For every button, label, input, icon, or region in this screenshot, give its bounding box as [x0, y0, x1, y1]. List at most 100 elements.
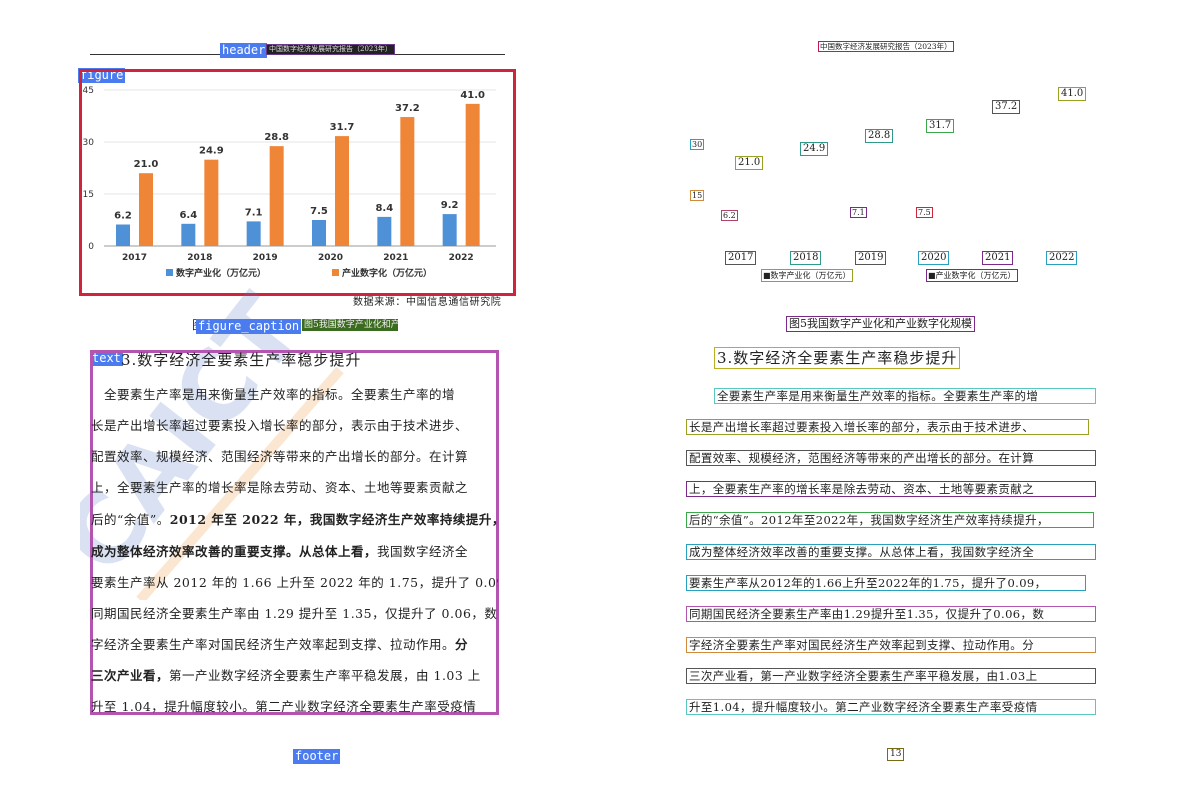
right-text-line: 要素生产率从2012年的1.66上升至2022年的1.75，提升了0.09，	[686, 575, 1086, 591]
right-text-line: 配置效率、规模经济，范围经济等带来的产出增长的部分。在计算	[686, 450, 1096, 466]
paragraph-line: 配置效率、规模经济、范围经济等带来的产出增长的部分。在计算	[91, 449, 498, 465]
right-text-line: 字经济全要素生产率对国民经济生产效率起到支撑、拉动作用。分	[686, 637, 1096, 653]
header-text: 中国数字经济发展研究报告（2023年）	[266, 44, 395, 55]
bar	[204, 159, 219, 246]
paragraph-line: 字经济全要素生产率对国民经济生产效率起到支撑、拉动作用。分	[91, 637, 498, 653]
year-2022: 2022	[1046, 251, 1078, 265]
right-text-line: 三次产业看，第一产业数字经济全要素生产率平稳发展，由1.03上	[686, 668, 1096, 684]
legend-digital-industrialization: ■数字产业化（万亿元）	[761, 269, 853, 282]
y-tick-label: 0	[88, 242, 94, 252]
bar	[312, 220, 326, 246]
bar	[400, 117, 415, 246]
x-tick-label: 2018	[187, 253, 212, 263]
legend-label: 数字产业化（万亿元）	[176, 267, 266, 279]
legend-swatch	[332, 269, 339, 276]
bar	[139, 173, 153, 246]
paragraph-line: 上，全要素生产率的增长率是除去劳动、资本、土地等要素贡献之	[91, 480, 498, 496]
paragraph-line: 升至 1.04，提升幅度较小。第二产业数字经济全要素生产率受疫情	[91, 699, 498, 715]
legend-label: 产业数字化（万亿元）	[342, 267, 432, 279]
section-title-left: 3.数字经济全要素生产率稳步提升	[121, 351, 362, 369]
paragraph-line: 全要素生产率是用来衡量生产效率的指标。全要素生产率的增	[91, 387, 498, 403]
paragraph-line: 成为整体经济效率改善的重要支撑。从总体上看，我国数字经济全	[91, 544, 498, 560]
data-label: 37.2	[395, 103, 420, 114]
text-segment: 第一产业数字经济全要素生产率平稳发展，由 1.03 上	[169, 668, 481, 683]
value-label-37: 37.2	[992, 100, 1021, 114]
page-number: 13	[887, 748, 905, 761]
x-tick-label: 2017	[122, 253, 147, 263]
data-label: 24.9	[199, 146, 224, 157]
caption-text: 图5我国数字产业化和产业数字化规模	[302, 319, 398, 331]
text-segment: 升至 1.04，提升幅度较小。第二产业数字经济全要素生产率受疫情	[91, 699, 477, 714]
text-tag: text	[90, 351, 123, 366]
bar	[377, 216, 392, 246]
legend-swatch	[166, 269, 173, 276]
year-2021: 2021	[982, 251, 1014, 265]
axis-label-15: 15	[690, 190, 705, 201]
text-box	[90, 350, 499, 715]
right-header: 中国数字经济发展研究报告（2023年）	[818, 41, 954, 52]
right-text-line: 上，全要素生产率的增长率是除去劳动、资本、土地等要素贡献之	[686, 481, 1096, 497]
bar	[116, 224, 130, 246]
x-tick-label: 2022	[449, 253, 474, 263]
value-label-41: 41.0	[1058, 87, 1087, 101]
right-section-title: 3.数字经济全要素生产率稳步提升	[714, 347, 961, 369]
text-segment: 全要素生产率是用来衡量生产效率的指标。全要素生产率的增	[91, 387, 456, 402]
paragraph-line: 长是产出增长率超过要素投入增长率的部分，表示由于技术进步、	[91, 418, 498, 434]
value-label-7-1: 7.1	[850, 207, 867, 218]
value-label-31: 31.7	[926, 119, 955, 133]
bar	[335, 136, 349, 246]
text-segment: 上，全要素生产率的增长率是除去劳动、资本、土地等要素贡献之	[91, 480, 469, 495]
text-segment: 要素生产率从 2012 年的 1.66 上升至 2022 年的 1.75，提升了…	[91, 575, 498, 590]
bold-segment: 分	[455, 637, 469, 652]
data-label: 9.2	[441, 200, 459, 211]
value-label-21: 21.0	[735, 156, 764, 170]
x-tick-label: 2020	[318, 253, 343, 263]
bar	[269, 146, 284, 246]
bold-segment: 三次产业看，	[91, 668, 170, 683]
text-segment: 配置效率、规模经济、范围经济等带来的产出增长的部分。在计算	[91, 449, 469, 464]
year-2020: 2020	[918, 251, 950, 265]
right-text-line: 后的“余值”。2012年至2022年，我国数字经济生产效率持续提升，	[686, 512, 1094, 528]
year-2019: 2019	[855, 251, 887, 265]
bold-segment: 2012 年至 2022 年，我国数字经济生产效率持续提升，	[169, 512, 498, 527]
right-text-line: 全要素生产率是用来衡量生产效率的指标。全要素生产率的增	[714, 388, 1096, 404]
bar	[442, 214, 457, 246]
value-label-7-5: 7.5	[916, 207, 933, 218]
data-label: 21.0	[134, 159, 159, 170]
x-tick-label: 2019	[253, 253, 278, 263]
right-text-line: 成为整体经济效率改善的重要支撑。从总体上看，我国数字经济全	[686, 544, 1096, 560]
paragraph-line: 同期国民经济全要素生产率由 1.29 提升至 1.35，仅提升了 0.06，数	[91, 606, 498, 622]
y-tick-label: 15	[83, 190, 94, 200]
year-2017: 2017	[725, 251, 757, 265]
right-caption: 图5我国数字产业化和产业数字化规模	[786, 316, 975, 332]
bar-chart: 0 15 30 45 6.2 21.0 2017 6.4 24.9 2018 7.1 28.8 2019…	[83, 86, 496, 279]
figure-box	[79, 69, 516, 296]
data-label: 41.0	[460, 90, 485, 101]
data-label: 8.4	[375, 203, 393, 214]
text-segment: 长是产出增长率超过要素投入增长率的部分，表示由于技术进步、	[91, 418, 469, 433]
paragraph-line: 三次产业看，第一产业数字经济全要素生产率平稳发展，由 1.03 上	[91, 668, 498, 684]
paragraph-line: 后的“余值”。2012 年至 2022 年，我国数字经济生产效率持续提升，	[91, 512, 498, 528]
paragraph-line: 要素生产率从 2012 年的 1.66 上升至 2022 年的 1.75，提升了…	[91, 575, 498, 591]
text-segment: 字经济全要素生产率对国民经济生产效率起到支撑、拉动作用。	[91, 637, 456, 652]
text-segment: 同期国民经济全要素生产率由 1.29 提升至 1.35，仅提升了 0.06，数	[91, 606, 498, 621]
data-label: 28.8	[264, 132, 289, 143]
data-label: 31.7	[330, 122, 355, 133]
year-2018: 2018	[790, 251, 822, 265]
value-label-6-2: 6.2	[721, 210, 738, 221]
data-label: 7.1	[245, 207, 263, 218]
right-text-line: 长是产出增长率超过要素投入增长率的部分，表示由于技术进步、	[686, 419, 1089, 435]
axis-label-30: 30	[690, 139, 705, 150]
text-segment: 后的“余值”。	[91, 512, 170, 527]
value-label-24: 24.9	[800, 142, 829, 156]
footer-tag: footer	[293, 749, 341, 764]
data-label: 7.5	[310, 206, 328, 217]
text-segment: 我国数字经济全	[377, 544, 469, 559]
y-tick-label: 45	[83, 86, 94, 96]
data-label: 6.4	[179, 210, 197, 221]
bar	[465, 103, 480, 246]
right-text-line: 升至1.04，提升幅度较小。第二产业数字经济全要素生产率受疫情	[686, 699, 1096, 715]
caption-tag: figure_caption	[196, 319, 302, 334]
right-text-line: 同期国民经济全要素生产率由1.29提升至1.35，仅提升了0.06，数	[686, 606, 1096, 622]
bar	[246, 221, 261, 246]
